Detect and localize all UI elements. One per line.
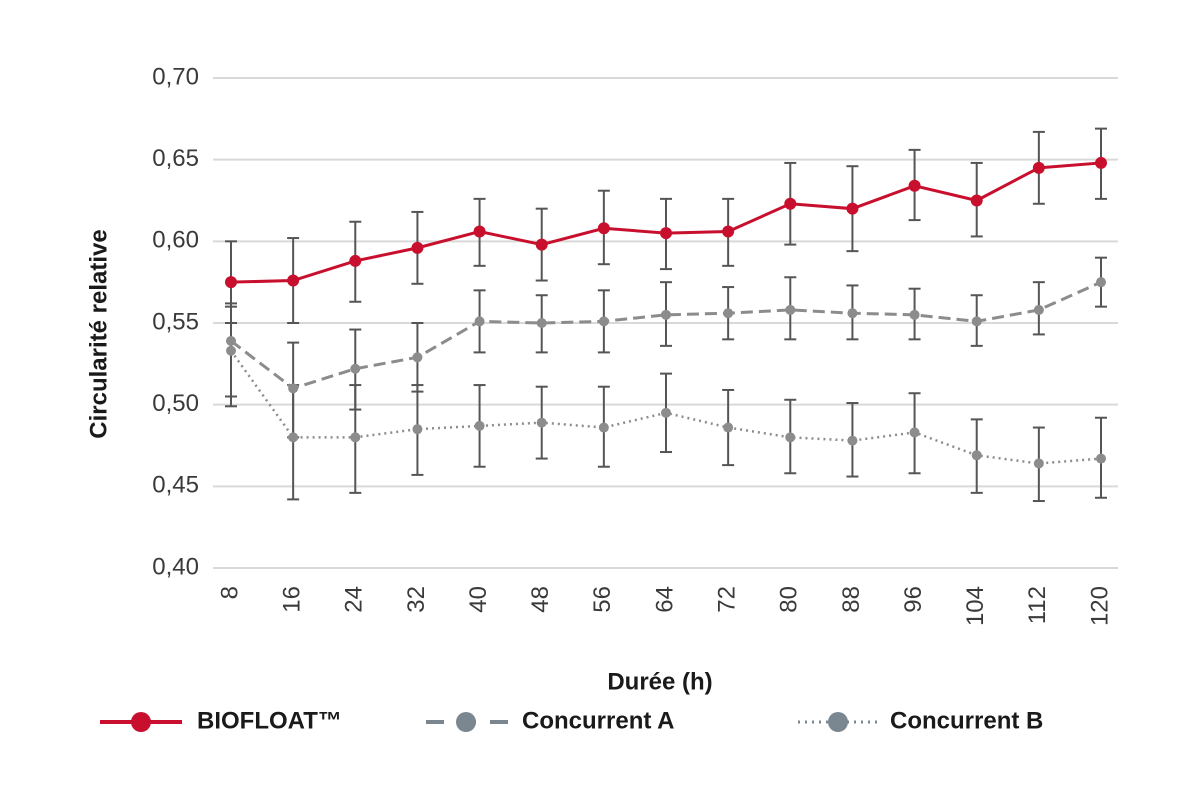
data-point-biofloat bbox=[287, 274, 300, 287]
data-point-biofloat bbox=[411, 241, 424, 254]
x-tick-label: 24 bbox=[341, 586, 368, 613]
data-point-concurrent-a bbox=[1033, 304, 1044, 315]
x-tick-label: 80 bbox=[776, 586, 803, 613]
data-point-concurrent-b bbox=[661, 407, 671, 418]
data-point-concurrent-b bbox=[350, 432, 361, 443]
data-point-biofloat bbox=[1095, 156, 1107, 169]
data-point-concurrent-a bbox=[661, 309, 671, 320]
data-point-biofloat bbox=[225, 276, 237, 289]
legend-swatch-biofloat-marker bbox=[131, 712, 151, 732]
data-point-biofloat bbox=[908, 179, 921, 192]
y-tick-label: 0,40 bbox=[152, 553, 199, 580]
data-point-concurrent-b bbox=[474, 420, 485, 431]
legend-item-biofloat: BIOFLOAT™ bbox=[100, 707, 342, 734]
x-tick-label: 16 bbox=[278, 586, 305, 613]
data-point-concurrent-a bbox=[226, 335, 236, 346]
data-point-biofloat bbox=[660, 227, 672, 240]
y-axis-title: Circularité relative bbox=[85, 229, 112, 438]
legend-label-biofloat: BIOFLOAT™ bbox=[197, 707, 342, 734]
x-axis-title: Durée (h) bbox=[607, 668, 712, 695]
data-point-concurrent-b bbox=[598, 422, 609, 433]
x-tick-label: 8 bbox=[216, 586, 243, 599]
legend-swatch-concurrent-b-marker bbox=[828, 712, 848, 732]
y-axis-ticks: 0,40 0,45 0,50 0,55 0,60 0,65 0,70 bbox=[152, 63, 199, 580]
x-tick-label: 56 bbox=[589, 586, 616, 613]
data-point-concurrent-b bbox=[723, 422, 734, 433]
legend-label-concurrent-a: Concurrent A bbox=[522, 707, 674, 734]
x-tick-label: 112 bbox=[1024, 586, 1051, 624]
y-tick-label: 0,50 bbox=[152, 390, 199, 417]
x-tick-label: 120 bbox=[1086, 586, 1113, 626]
data-point-concurrent-a bbox=[1096, 277, 1106, 288]
data-point-concurrent-a bbox=[723, 308, 734, 319]
data-point-concurrent-a bbox=[350, 363, 361, 374]
data-point-concurrent-a bbox=[598, 316, 609, 327]
data-point-biofloat bbox=[349, 254, 362, 267]
data-point-concurrent-a bbox=[474, 316, 485, 327]
x-tick-label: 64 bbox=[651, 586, 678, 613]
data-point-concurrent-b bbox=[909, 427, 920, 438]
y-tick-label: 0,70 bbox=[152, 63, 199, 90]
x-tick-label: 88 bbox=[838, 586, 865, 613]
data-point-biofloat bbox=[722, 225, 735, 238]
data-point-biofloat bbox=[846, 202, 859, 215]
x-axis-ticks: 8 16 24 32 40 48 56 64 72 80 88 96 104 112 120 bbox=[216, 586, 1113, 626]
data-point-biofloat bbox=[1032, 161, 1045, 174]
data-point-concurrent-a bbox=[971, 316, 982, 327]
data-point-biofloat bbox=[597, 222, 610, 235]
data-point-concurrent-b bbox=[412, 424, 423, 435]
data-point-concurrent-b bbox=[1033, 458, 1044, 469]
data-point-concurrent-b bbox=[785, 432, 796, 443]
y-tick-label: 0,55 bbox=[152, 308, 199, 335]
data-point-concurrent-b bbox=[536, 417, 547, 428]
series-line-concurrent-a bbox=[230, 280, 1102, 390]
data-point-concurrent-b bbox=[226, 345, 236, 356]
legend-label-concurrent-b: Concurrent B bbox=[890, 707, 1043, 734]
series-markers bbox=[225, 156, 1107, 469]
x-tick-label: 96 bbox=[900, 586, 927, 613]
data-point-concurrent-a bbox=[288, 383, 299, 394]
error-bars bbox=[225, 127, 1107, 503]
data-point-concurrent-b bbox=[288, 432, 299, 443]
data-point-concurrent-b bbox=[1096, 453, 1106, 464]
x-tick-label: 32 bbox=[403, 586, 430, 613]
x-tick-label: 104 bbox=[962, 586, 989, 626]
data-point-concurrent-a bbox=[847, 308, 858, 319]
legend-swatch-concurrent-a-marker bbox=[456, 712, 476, 732]
x-tick-label: 72 bbox=[713, 586, 740, 613]
legend: BIOFLOAT™ Concurrent A Concurrent B bbox=[100, 707, 1043, 734]
y-tick-label: 0,45 bbox=[152, 472, 199, 499]
data-point-concurrent-a bbox=[785, 304, 796, 315]
x-tick-label: 40 bbox=[465, 586, 492, 613]
data-point-biofloat bbox=[970, 194, 983, 207]
y-tick-label: 0,60 bbox=[152, 227, 199, 254]
data-point-biofloat bbox=[535, 238, 548, 251]
data-point-biofloat bbox=[784, 197, 797, 210]
data-point-concurrent-a bbox=[536, 318, 547, 328]
data-point-concurrent-b bbox=[971, 450, 982, 461]
y-tick-label: 0,65 bbox=[152, 145, 199, 172]
legend-item-concurrent-a: Concurrent A bbox=[426, 707, 674, 734]
data-point-concurrent-a bbox=[412, 352, 423, 363]
x-tick-label: 48 bbox=[527, 586, 554, 613]
data-point-biofloat bbox=[473, 225, 486, 238]
legend-item-concurrent-b: Concurrent B bbox=[798, 707, 1043, 734]
data-point-concurrent-b bbox=[847, 435, 858, 446]
data-point-concurrent-a bbox=[909, 309, 920, 320]
